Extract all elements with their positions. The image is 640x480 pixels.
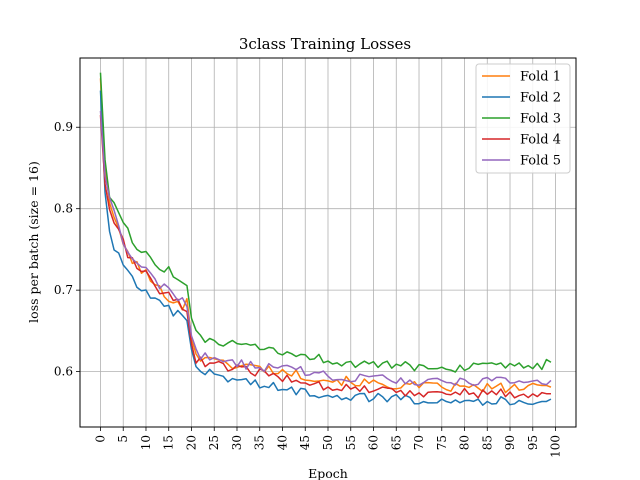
legend-label: Fold 3 <box>520 112 561 127</box>
legend-label: Fold 2 <box>520 91 561 106</box>
y-tick-label: 0.7 <box>54 283 73 297</box>
x-tick-label: 100 <box>549 435 563 458</box>
x-tick-label: 70 <box>412 435 426 450</box>
series-line-fold-3 <box>99 72 552 373</box>
x-tick-label: 5 <box>116 435 130 443</box>
x-tick-label: 45 <box>298 435 312 450</box>
x-tick-label: 0 <box>93 435 107 443</box>
x-tick-label: 10 <box>139 435 153 450</box>
x-tick-label: 30 <box>230 435 244 450</box>
x-tick-label: 40 <box>275 435 289 450</box>
legend-label: Fold 1 <box>520 70 561 85</box>
series-line-fold-1 <box>99 78 552 394</box>
x-tick-label: 80 <box>458 435 472 450</box>
x-tick-label: 85 <box>480 435 494 450</box>
chart-title: 3class Training Losses <box>239 35 411 53</box>
y-axis-label: loss per batch (size = 16) <box>26 161 41 323</box>
x-tick-label: 25 <box>207 435 221 450</box>
x-tick-label: 15 <box>162 435 176 450</box>
x-tick-label: 55 <box>344 435 358 450</box>
x-axis-ticks: 0 5 10 15 20 25 30 35 40 45 50 55 60 65 70 75 80 85 90 95 10… <box>93 427 563 458</box>
legend: Fold 1 Fold 2 Fold 3 Fold 4 Fold 5 <box>475 63 571 174</box>
x-tick-label: 95 <box>526 435 540 450</box>
x-axis-label: Epoch <box>308 466 348 480</box>
y-tick-label: 0.8 <box>54 202 73 216</box>
series-lines <box>99 72 552 406</box>
x-tick-label: 35 <box>253 435 267 450</box>
legend-label: Fold 5 <box>520 154 561 169</box>
x-tick-label: 65 <box>389 435 403 450</box>
y-tick-label: 0.6 <box>54 365 73 379</box>
x-tick-label: 20 <box>184 435 198 450</box>
grid <box>80 58 576 427</box>
series-line-fold-4 <box>99 114 551 399</box>
x-tick-label: 60 <box>367 435 381 450</box>
x-tick-label: 90 <box>503 435 517 450</box>
legend-label: Fold 4 <box>520 133 561 148</box>
y-tick-label: 0.9 <box>54 120 73 134</box>
series-line-fold-5 <box>99 110 552 387</box>
y-axis-ticks: 0.6 0.7 0.8 0.9 <box>54 120 80 379</box>
legend-box <box>475 63 571 174</box>
x-tick-label: 75 <box>435 435 449 450</box>
series-line-fold-2 <box>99 90 552 406</box>
x-tick-label: 50 <box>321 435 335 450</box>
